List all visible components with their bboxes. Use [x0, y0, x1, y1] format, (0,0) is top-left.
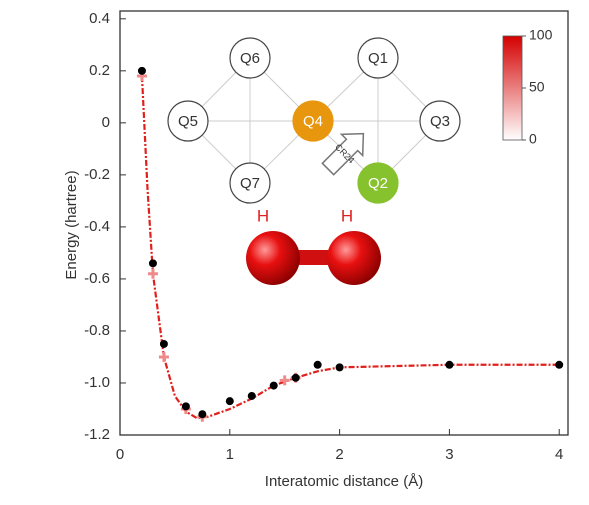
colorbar-tick-label: 0 — [529, 131, 537, 147]
dot-marker — [225, 397, 234, 406]
qubit — [229, 162, 271, 204]
x-tick-label: 2 — [335, 446, 343, 463]
dot-marker — [313, 360, 322, 369]
qubit-label: Q5 — [178, 113, 198, 130]
qubit-label: Q1 — [368, 50, 388, 67]
y-tick-label: -0.4 — [84, 218, 110, 235]
dot-marker — [269, 381, 278, 390]
x-tick-label: 1 — [226, 446, 234, 463]
atom — [246, 231, 300, 285]
cross-marker — [158, 351, 169, 362]
qubit — [357, 37, 399, 79]
dot-marker — [247, 391, 256, 400]
qubit — [167, 100, 209, 142]
qubit — [292, 100, 334, 142]
cross-marker — [147, 268, 158, 279]
y-tick-label: 0.4 — [89, 10, 110, 27]
colorbar — [502, 35, 523, 141]
y-tick-label: -0.8 — [84, 322, 110, 339]
x-tick-label: 3 — [445, 446, 453, 463]
dot-marker — [198, 410, 207, 419]
y-tick-label: -1.0 — [84, 374, 110, 391]
x-tick-label: 0 — [116, 446, 124, 463]
y-tick-label: -0.6 — [84, 270, 110, 287]
qubit-label: Q4 — [303, 113, 323, 130]
y-tick-label: -0.2 — [84, 166, 110, 183]
coupling-arrow: CR24 — [321, 132, 365, 176]
colorbar-tick-label: 100 — [529, 27, 553, 43]
atom-label: H — [341, 206, 353, 225]
qubit — [229, 37, 271, 79]
dot-marker — [291, 373, 300, 382]
colorbar-tick-label: 50 — [529, 79, 545, 95]
dot-marker — [335, 363, 344, 372]
y-tick-label: 0.2 — [89, 62, 110, 79]
x-tick-label: 4 — [555, 446, 563, 463]
qubit-label: Q3 — [430, 113, 450, 130]
atom — [327, 231, 381, 285]
y-tick-label: -1.2 — [84, 426, 110, 443]
line — [140, 75, 560, 420]
qubit — [419, 100, 461, 142]
dot-marker — [555, 360, 564, 369]
arrow-shape — [321, 132, 365, 176]
dot-marker — [445, 360, 454, 369]
cross-marker — [279, 375, 290, 386]
y-tick-label: 0 — [102, 114, 110, 131]
qubit-label: Q7 — [240, 175, 260, 192]
dot-marker — [159, 339, 168, 348]
qubit-label: Q6 — [240, 50, 260, 67]
plot-frame — [119, 10, 569, 436]
x-axis-label: Interatomic distance (Å) — [265, 473, 423, 490]
dot-marker — [181, 402, 190, 411]
atom-label: H — [257, 206, 269, 225]
dot-marker — [148, 259, 157, 268]
qubit-label: Q2 — [368, 175, 388, 192]
qubit — [357, 162, 399, 204]
y-axis-label: Energy (hartree) — [63, 170, 80, 279]
dot-marker — [137, 66, 146, 75]
